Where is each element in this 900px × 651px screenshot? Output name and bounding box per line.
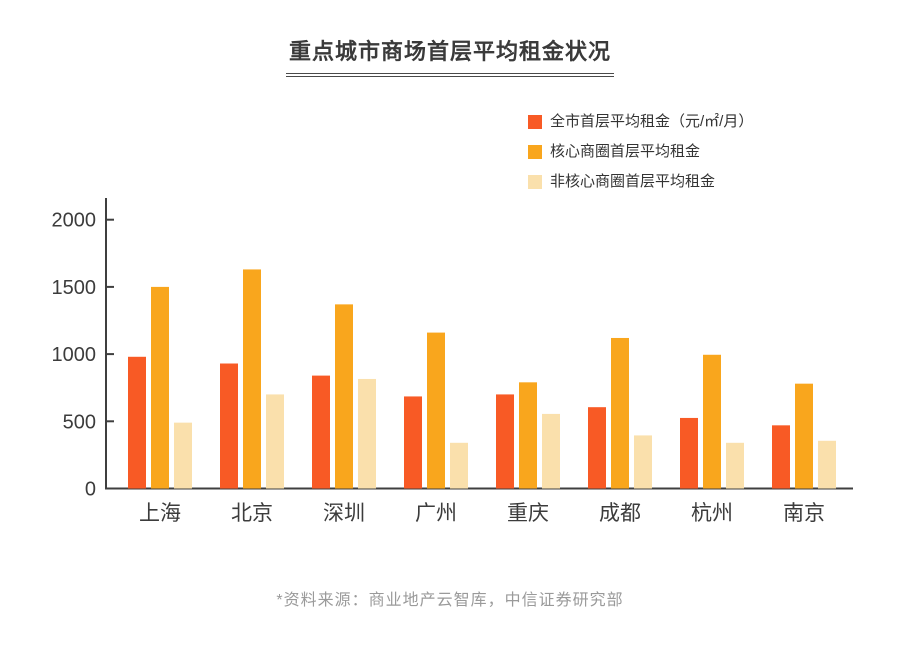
legend-item-0: 全市首层平均租金（元/㎡/月） (528, 114, 753, 130)
y-axis-tick-label: 1000 (52, 344, 97, 366)
x-axis-label-上海: 上海 (139, 502, 181, 525)
legend-swatch-icon (528, 175, 542, 189)
bar-重庆-series0 (496, 394, 514, 489)
x-axis-label-深圳: 深圳 (323, 502, 365, 525)
bar-南京-series0 (772, 425, 790, 489)
bar-上海-series0 (128, 356, 146, 489)
x-axis-label-广州: 广州 (415, 502, 457, 525)
y-axis-tick-label: 2000 (52, 210, 97, 232)
x-axis-label-重庆: 重庆 (507, 502, 549, 525)
legend-swatch-icon (528, 145, 542, 159)
x-axis-label-成都: 成都 (599, 502, 641, 525)
bar-深圳-series2 (358, 378, 376, 489)
bar-北京-series1 (243, 269, 261, 489)
bar-成都-series0 (588, 407, 606, 489)
chart-legend: 全市首层平均租金（元/㎡/月） 核心商圈首层平均租金 非核心商圈首层平均租金 (528, 114, 753, 204)
legend-item-2: 非核心商圈首层平均租金 (528, 174, 753, 190)
bar-广州-series1 (427, 332, 445, 489)
legend-item-1: 核心商圈首层平均租金 (528, 144, 753, 160)
bar-杭州-series2 (726, 442, 744, 489)
legend-label: 全市首层平均租金（元/㎡/月） (550, 113, 754, 130)
bar-北京-series0 (220, 363, 238, 489)
y-axis-tick-label: 500 (63, 411, 96, 433)
bar-杭州-series0 (680, 417, 698, 489)
bar-成都-series2 (634, 435, 652, 489)
bar-深圳-series0 (312, 375, 330, 489)
bar-上海-series1 (151, 286, 169, 489)
source-note: *资料来源：商业地产云智库，中信证券研究部 (276, 592, 624, 609)
y-axis-tick-label: 0 (85, 479, 96, 501)
chart-title: 重点城市商场首层平均租金状况 (285, 34, 614, 77)
x-axis-label-南京: 南京 (783, 502, 825, 525)
bar-广州-series2 (450, 442, 468, 489)
bar-重庆-series1 (519, 382, 537, 489)
bar-chart: 0 500 1000 1500 2000 上海 北京 深圳 广州 重庆 成都 杭州 南京 (52, 198, 853, 525)
bar-南京-series1 (795, 383, 813, 489)
bar-北京-series2 (266, 394, 284, 489)
x-axis-label-北京: 北京 (231, 502, 273, 525)
x-axis-label-杭州: 杭州 (691, 502, 733, 525)
bar-重庆-series2 (542, 413, 560, 489)
title-area: 重点城市商场首层平均租金状况 (0, 34, 900, 77)
legend-label: 核心商圈首层平均租金 (550, 143, 701, 160)
legend-label: 非核心商圈首层平均租金 (550, 173, 716, 190)
bar-深圳-series1 (335, 304, 353, 489)
legend-swatch-icon (528, 115, 542, 129)
bar-南京-series2 (818, 440, 836, 489)
bar-成都-series1 (611, 337, 629, 489)
bar-上海-series2 (174, 422, 192, 489)
bar-广州-series0 (404, 396, 422, 489)
y-axis-tick-label: 1500 (52, 277, 97, 299)
bar-杭州-series1 (703, 354, 721, 489)
